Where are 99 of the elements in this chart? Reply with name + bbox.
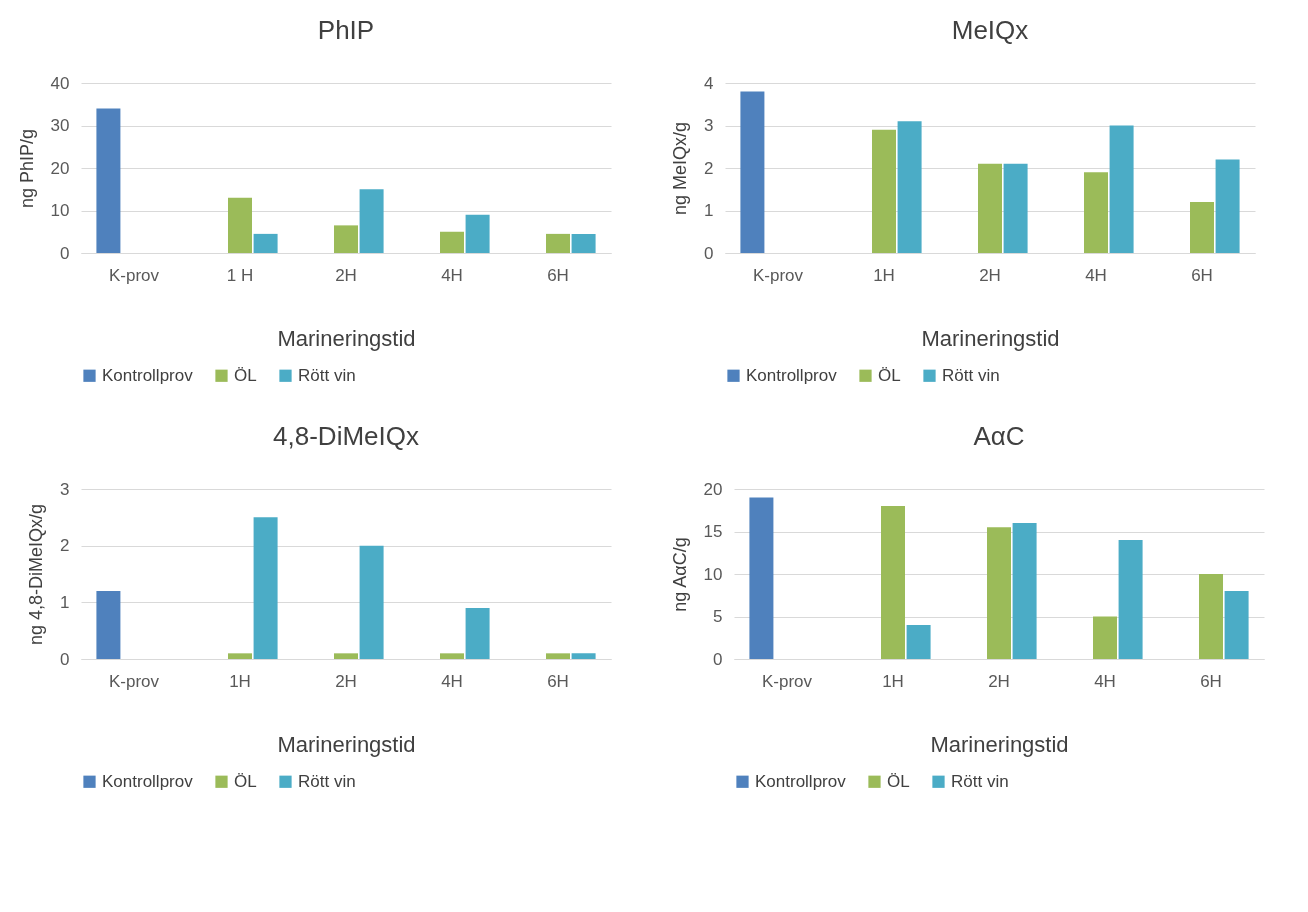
bar [334, 225, 358, 253]
x-tick-label: 6H [547, 265, 569, 285]
y-tick-label: 0 [713, 649, 723, 669]
chart-title: 4,8-DiMeIQx [273, 421, 419, 451]
bar [1012, 523, 1037, 659]
legend-label: ÖL [878, 365, 901, 385]
bar [987, 527, 1011, 659]
legend-label: ÖL [887, 771, 910, 791]
bar [359, 189, 384, 253]
x-tick-label: K-prov [108, 265, 160, 285]
x-axis-title: Marineringstid [277, 731, 416, 757]
x-tick-label: 1H [873, 265, 895, 285]
x-tick-label: 2H [988, 671, 1010, 691]
y-tick-label: 20 [703, 479, 723, 499]
legend-label: ÖL [234, 771, 257, 791]
x-tick-label: K-prov [761, 671, 813, 691]
x-tick-label: 4H [1094, 671, 1116, 691]
bar [881, 506, 905, 659]
bar [546, 653, 570, 659]
bar [571, 233, 596, 253]
bar [228, 197, 252, 253]
bar [546, 233, 570, 253]
y-tick-label: 30 [50, 116, 70, 135]
y-tick-label: 1 [704, 201, 714, 220]
y-axis-title: ng MeIQx/g [670, 121, 691, 216]
x-tick-label: 6H [1200, 671, 1222, 691]
bar [1084, 172, 1108, 253]
bar [740, 91, 765, 253]
y-tick-label: 3 [704, 116, 714, 135]
y-axis-title: ng 4,8-DiMeIQx/g [26, 503, 47, 646]
x-tick-label: 1 H [226, 265, 254, 285]
bar [253, 517, 278, 659]
x-tick-label: 2H [335, 265, 357, 285]
bar [96, 591, 121, 659]
chart-title: MeIQx [951, 15, 1029, 45]
bar [571, 653, 596, 659]
x-tick-label: K-prov [108, 671, 160, 691]
y-tick-label: 2 [60, 536, 70, 556]
bar [334, 653, 358, 659]
y-tick-label: 0 [60, 243, 70, 263]
bar [978, 163, 1002, 253]
x-tick-label: 1H [882, 671, 904, 691]
legend-label: Rött vin [951, 771, 1009, 791]
x-tick-label: 6H [1191, 265, 1213, 285]
x-tick-label: 6H [547, 671, 569, 691]
bar [359, 545, 384, 659]
bar [253, 233, 278, 253]
bar [1118, 540, 1143, 659]
y-tick-label: 5 [713, 607, 723, 626]
y-axis-title: ng AαC/g [669, 537, 690, 612]
y-tick-label: 1 [60, 592, 70, 612]
bar [749, 497, 774, 659]
y-tick-label: 4 [704, 73, 714, 93]
chart-title: AαC [973, 421, 1025, 451]
bar [465, 608, 490, 659]
x-tick-label: 4H [1085, 265, 1107, 285]
bar [1093, 616, 1117, 659]
legend-label: Kontrollprov [755, 771, 847, 791]
y-tick-label: 20 [50, 158, 70, 178]
x-axis-title: Marineringstid [921, 325, 1060, 351]
bar [1224, 591, 1249, 659]
bar [440, 653, 464, 659]
legend-label: Kontrollprov [102, 365, 194, 385]
x-tick-label: 4H [441, 265, 463, 285]
legend-label: Kontrollprov [746, 365, 838, 385]
x-tick-label: 4H [441, 671, 463, 691]
x-axis-title: Marineringstid [930, 731, 1069, 757]
y-axis-title: ng PhIP/g [16, 128, 37, 209]
bar [1199, 574, 1223, 659]
legend-label: Kontrollprov [102, 771, 194, 791]
x-tick-label: 1H [229, 671, 251, 691]
y-tick-label: 0 [704, 243, 714, 263]
x-tick-label: K-prov [752, 265, 804, 285]
y-tick-label: 10 [703, 564, 723, 584]
x-tick-label: 2H [979, 265, 1001, 285]
legend-label: Rött vin [942, 365, 1000, 385]
bar [1215, 159, 1240, 253]
chart-title: PhIP [317, 15, 375, 45]
bar [465, 214, 490, 253]
x-tick-label: 2H [335, 671, 357, 691]
y-tick-label: 0 [60, 649, 70, 669]
y-tick-label: 3 [60, 479, 70, 499]
x-axis-title: Marineringstid [277, 325, 416, 351]
bar [1003, 163, 1028, 253]
bar [1109, 125, 1134, 253]
y-tick-label: 2 [704, 158, 714, 178]
legend-label: Rött vin [298, 365, 356, 385]
bar [440, 231, 464, 253]
y-tick-label: 40 [50, 73, 70, 93]
legend-label: ÖL [234, 365, 257, 385]
y-tick-label: 15 [703, 522, 723, 541]
bar [872, 129, 896, 253]
bar [906, 625, 931, 659]
legend-label: Rött vin [298, 771, 356, 791]
bar [96, 108, 121, 253]
bar [897, 121, 922, 253]
y-tick-label: 10 [50, 201, 70, 220]
bar [228, 653, 252, 659]
bar [1190, 202, 1214, 253]
